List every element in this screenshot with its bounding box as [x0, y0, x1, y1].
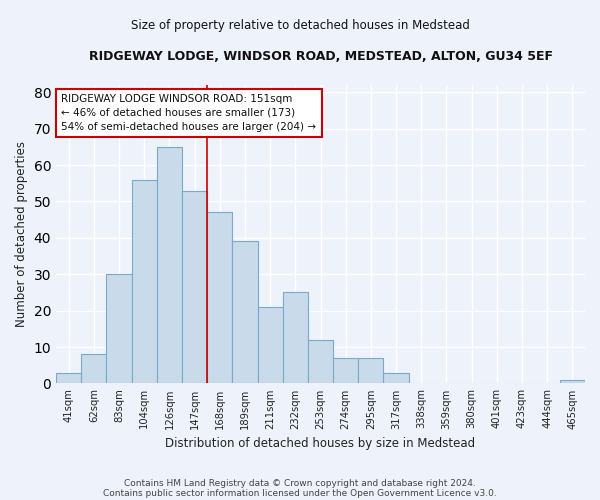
X-axis label: Distribution of detached houses by size in Medstead: Distribution of detached houses by size … [166, 437, 476, 450]
Bar [106, 274, 131, 384]
Bar [383, 372, 409, 384]
Bar [207, 212, 232, 384]
Text: Contains HM Land Registry data © Crown copyright and database right 2024.: Contains HM Land Registry data © Crown c… [124, 478, 476, 488]
Bar [81, 354, 106, 384]
Bar [131, 180, 157, 384]
Bar [232, 242, 257, 384]
Y-axis label: Number of detached properties: Number of detached properties [15, 141, 28, 327]
Bar [157, 147, 182, 384]
Bar [283, 292, 308, 384]
Title: RIDGEWAY LODGE, WINDSOR ROAD, MEDSTEAD, ALTON, GU34 5EF: RIDGEWAY LODGE, WINDSOR ROAD, MEDSTEAD, … [89, 50, 553, 63]
Text: Size of property relative to detached houses in Medstead: Size of property relative to detached ho… [131, 20, 469, 32]
Text: RIDGEWAY LODGE WINDSOR ROAD: 151sqm
← 46% of detached houses are smaller (173)
5: RIDGEWAY LODGE WINDSOR ROAD: 151sqm ← 46… [61, 94, 316, 132]
Text: Contains public sector information licensed under the Open Government Licence v3: Contains public sector information licen… [103, 488, 497, 498]
Bar [333, 358, 358, 384]
Bar [257, 307, 283, 384]
Bar [56, 372, 81, 384]
Bar [358, 358, 383, 384]
Bar [182, 190, 207, 384]
Bar [560, 380, 585, 384]
Bar [308, 340, 333, 384]
